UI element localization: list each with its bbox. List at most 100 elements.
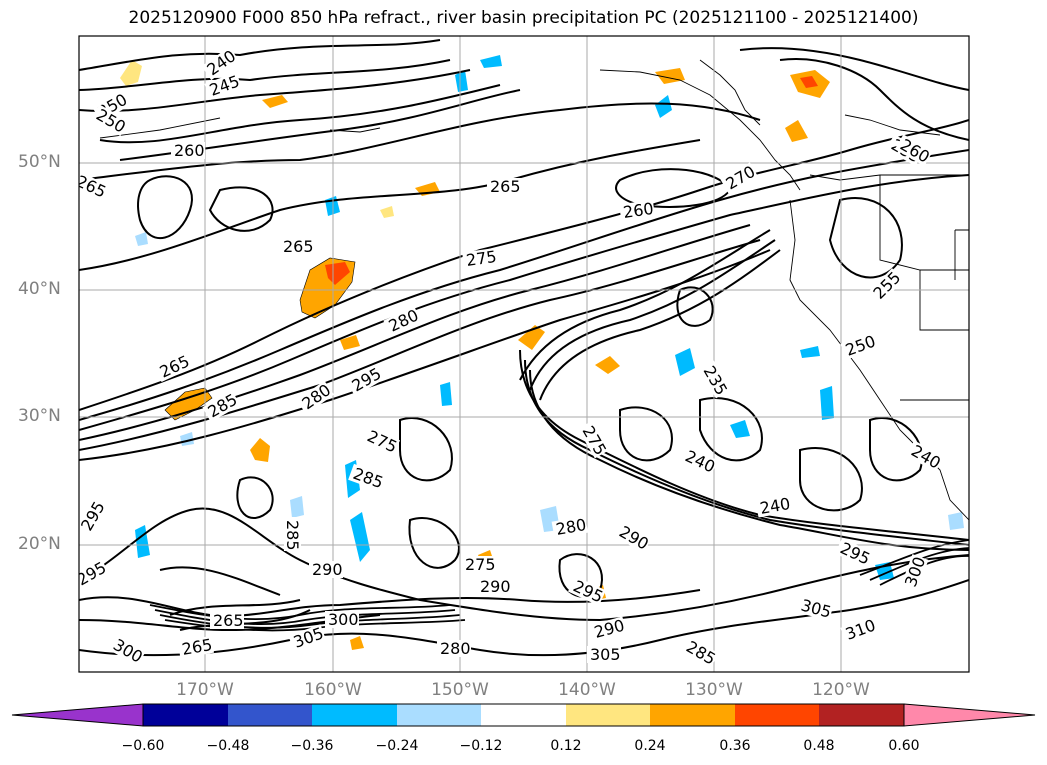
contour-label-bg	[346, 364, 385, 397]
map-frame	[78, 35, 970, 673]
contour-label-bg	[177, 635, 215, 659]
colorbar-tick: 0.60	[888, 738, 920, 754]
colorbar-tick: −0.60	[121, 738, 165, 754]
contour-label-bg	[437, 640, 471, 657]
lon-label-120w: 120°W	[812, 680, 870, 700]
refractivity-contours	[79, 39, 969, 657]
colorbar-tick: 0.24	[634, 738, 666, 754]
contour-label-bg	[288, 624, 327, 652]
contour-label-bg	[107, 634, 146, 667]
contour-label-bg	[835, 538, 874, 568]
contour-label-bg	[284, 517, 301, 551]
contour-label-bg	[577, 420, 610, 459]
contour-label-bg	[362, 426, 401, 456]
colorbar-seg-8	[735, 704, 819, 726]
colorbar-seg-6	[566, 704, 650, 726]
contour-label-bg	[201, 46, 240, 81]
contour-label-bg	[477, 578, 511, 595]
contour-label: 290	[480, 577, 511, 596]
contour-label-bg	[680, 636, 719, 669]
contour-label: 275	[465, 555, 496, 574]
colorbar-seg-9	[819, 704, 904, 726]
contour-label-bg	[309, 561, 343, 578]
colorbar-tick: −0.48	[206, 738, 250, 754]
contour-label-bg	[154, 352, 193, 382]
colorbar-tick: −0.36	[290, 738, 334, 754]
colorbar-seg-7	[650, 704, 735, 726]
contour-label-bg	[296, 380, 335, 415]
contour-label-bg	[171, 142, 205, 159]
contour-label-bg	[619, 199, 656, 222]
colorbar-tick: 0.36	[719, 738, 751, 754]
contour-label-bg	[383, 306, 422, 336]
contour-label: 265	[283, 237, 314, 256]
contour-label-bg	[462, 556, 496, 573]
contour-label-bg	[210, 612, 244, 629]
contour-label-bg	[680, 446, 719, 476]
contour-label-bg	[698, 360, 731, 399]
contour-label-bg	[79, 498, 109, 537]
colorbar	[11, 703, 1036, 727]
contour-label-bg	[589, 616, 627, 642]
lat-label-40n: 40°N	[18, 279, 61, 299]
contour-label-bg	[840, 616, 879, 644]
colorbar-seg-2	[228, 704, 312, 726]
contour-label-bg	[755, 494, 793, 518]
contour-label: 290	[312, 560, 343, 579]
contour-label-bg	[900, 554, 929, 592]
contour-label-bg	[280, 238, 314, 255]
contour-label-bg	[79, 171, 110, 201]
chart-title: 2025120900 F000 850 hPa refract., river …	[128, 8, 919, 28]
colorbar-extend-max	[903, 703, 1036, 727]
colorbar-outline	[142, 703, 905, 727]
contour-label-bg	[894, 134, 933, 167]
contour-label: 275	[465, 247, 498, 270]
contour-label-bg	[867, 268, 905, 305]
lat-label-30n: 30°N	[18, 406, 61, 426]
map-background	[79, 36, 969, 672]
contour-label: 300	[328, 610, 359, 629]
contour-label: 285	[283, 520, 302, 551]
lon-label-170w: 170°W	[176, 680, 234, 700]
contour-label-bg	[568, 576, 607, 606]
contour-label-bg	[487, 178, 521, 195]
colorbar-tick: 0.12	[550, 738, 582, 754]
contour-labels: 2502402452502602652652652752602552502552…	[79, 46, 944, 669]
lat-label-50n: 50°N	[18, 152, 61, 172]
contour-label-bg	[202, 390, 241, 423]
contour-label: 260	[174, 141, 205, 160]
colorbar-seg-5	[481, 704, 566, 726]
contour-label-bg	[587, 646, 621, 663]
contour-label-bg	[796, 595, 834, 621]
lon-label-150w: 150°W	[431, 680, 489, 700]
colorbar-extend-min	[11, 703, 144, 727]
contour-label-bg	[348, 463, 386, 492]
contour-label-bg	[720, 162, 759, 195]
contour-label: 265	[490, 177, 521, 196]
contour-label-bg	[204, 72, 243, 100]
colorbar-tick: −0.24	[375, 738, 419, 754]
colorbar-seg-3	[312, 704, 397, 726]
lon-label-130w: 130°W	[685, 680, 743, 700]
contour-label-bg	[905, 440, 944, 473]
lat-label-20n: 20°N	[18, 534, 61, 554]
contour-label-bg	[551, 515, 589, 539]
contour-label-bg	[613, 521, 652, 554]
coastlines	[99, 59, 969, 521]
contour-label: 265	[213, 611, 244, 630]
lon-label-140w: 140°W	[558, 680, 616, 700]
lon-label-160w: 160°W	[304, 680, 362, 700]
contour-label: 260	[622, 199, 655, 222]
contour-label: 280	[440, 639, 471, 658]
colorbar-tick: −0.12	[459, 738, 503, 754]
contour-label-bg	[840, 332, 879, 360]
colorbar-seg-4	[397, 704, 481, 726]
contour-label-bg	[79, 558, 110, 591]
contour-label: 305	[590, 645, 621, 664]
contour-label-bg	[90, 104, 129, 137]
colorbar-seg-1	[143, 704, 228, 726]
contour-label-bg	[325, 611, 359, 628]
colorbar-tick: 0.48	[803, 738, 835, 754]
contour-label-bg	[462, 247, 499, 270]
